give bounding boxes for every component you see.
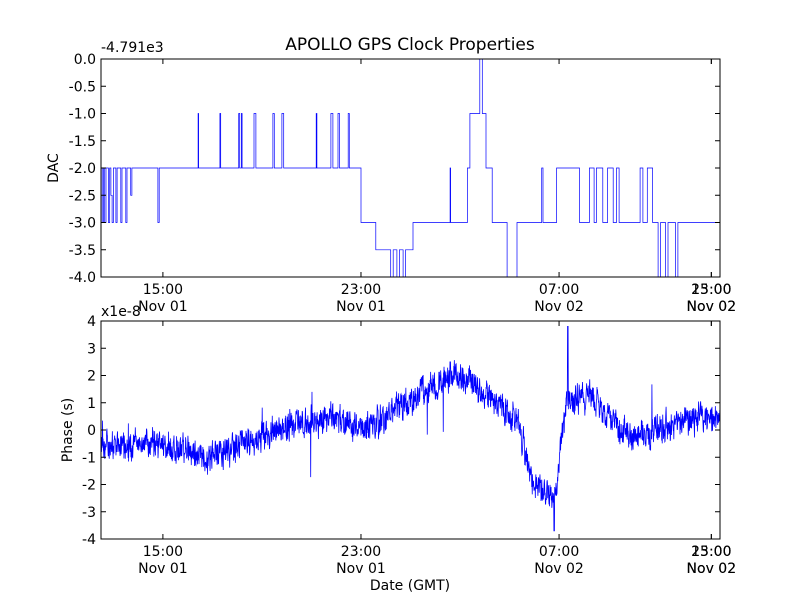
- phase-plot-area: [101, 321, 720, 539]
- dac-xtick-label-time: 15:00: [691, 282, 731, 298]
- dac-ytick-label: -4.0: [69, 270, 96, 286]
- phase-xtick-label-time: 07:00: [539, 544, 579, 560]
- dac-ytick-label: -3.0: [69, 216, 96, 232]
- dac-series: [101, 59, 720, 277]
- phase-xtick-label-time: 23:00: [691, 544, 731, 560]
- phase-ytick-label: -1: [82, 450, 96, 466]
- phase-xtick-label-date: Nov 02: [687, 561, 737, 577]
- dac-xtick-label-time: 07:00: [539, 282, 579, 298]
- phase-xtick-label-time: 23:00: [341, 544, 381, 560]
- dac-xtick-label-date: Nov 02: [687, 299, 737, 315]
- phase-ytick-label: 2: [87, 369, 96, 385]
- dac-xtick-label-date: Nov 02: [687, 299, 737, 315]
- phase-offset-label: x1e-8: [101, 304, 141, 320]
- xlabel: Date (GMT): [370, 578, 450, 594]
- phase-ytick-label: -4: [82, 532, 96, 548]
- dac-ytick-label: -1.5: [69, 134, 96, 150]
- phase-ytick-label: 1: [87, 396, 96, 412]
- phase-xtick-label-date: Nov 01: [336, 561, 386, 577]
- dac-ytick-label: -0.5: [69, 79, 96, 95]
- dac-xtick-label-date: Nov 02: [534, 299, 584, 315]
- dac-xtick-label-date: Nov 01: [336, 299, 386, 315]
- figure-title: APOLLO GPS Clock Properties: [285, 35, 535, 55]
- dac-xtick-label-time: 15:00: [143, 282, 183, 298]
- phase-xtick-label-date: Nov 02: [534, 561, 584, 577]
- phase-ytick-label: 0: [87, 423, 96, 439]
- dac-offset-label: -4.791e3: [101, 40, 164, 56]
- dac-ylabel: DAC: [46, 153, 62, 183]
- phase-series: [101, 326, 720, 532]
- dac-ytick-label: -2.5: [69, 188, 96, 204]
- phase-ytick-label: 3: [87, 341, 96, 357]
- phase-ylabel: Phase (s): [60, 398, 76, 462]
- phase-ytick-label: 4: [87, 314, 96, 330]
- phase-xtick-label-date: Nov 01: [138, 561, 188, 577]
- dac-ytick-label: -3.5: [69, 243, 96, 259]
- dac-ytick-label: -2.0: [69, 161, 96, 177]
- phase-xtick-label-date: Nov 02: [687, 561, 737, 577]
- dac-xtick-label-time: 23:00: [341, 282, 381, 298]
- dac-ticks: 0.0 -0.5 -1.0 -1.5 -2.0 -2.5 -3.0 -3.5 -4.0 15:00…: [69, 52, 736, 315]
- dac-xtick-label-time: 23:00: [691, 282, 731, 298]
- dac-ytick-label: 0.0: [74, 52, 96, 68]
- phase-xtick-label-time: 15:00: [143, 544, 183, 560]
- phase-ytick-label: -2: [82, 478, 96, 494]
- dac-ytick-label: -1.0: [69, 107, 96, 123]
- phase-xtick-label-time: 15:00: [691, 544, 731, 560]
- dac-line: [101, 59, 720, 277]
- dac-xtick-label-date: Nov 01: [138, 299, 188, 315]
- dac-axes: 0.0 -0.5 -1.0 -1.5 -2.0 -2.5 -3.0 -3.5 -4.0 15:00…: [46, 40, 736, 315]
- phase-ytick-label: -3: [82, 505, 96, 521]
- phase-line: [101, 326, 720, 532]
